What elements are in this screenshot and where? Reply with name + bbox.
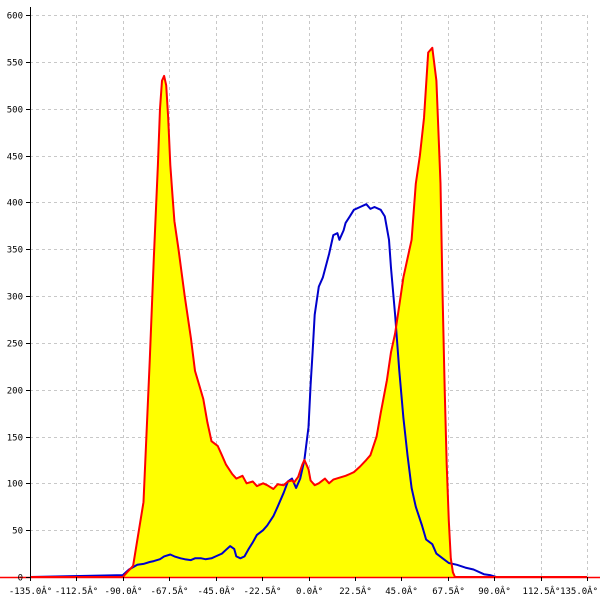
x-tick-label: 67.5Â° xyxy=(432,585,465,597)
y-tick-label: 250 xyxy=(7,340,23,350)
y-tick-label: 600 xyxy=(7,12,23,22)
series-line-2 xyxy=(29,203,587,578)
x-tick-label: 22.5Â° xyxy=(339,585,372,597)
y-tick-label: 0 xyxy=(18,574,23,584)
y-tick-labels: 0 50 100 150 200 250 300 350 400 450 500 550 600 xyxy=(7,12,23,584)
x-tick-label: -112.5Â° xyxy=(55,585,98,597)
y-tick-label: 50 xyxy=(12,527,23,537)
y-tick-label: 100 xyxy=(7,480,23,490)
x-tick-label: -45.0Â° xyxy=(198,585,236,597)
x-tick-labels: -135.0Â° -112.5Â° -90.0Â° -67.5Â° -45.0Â° -22… xyxy=(9,585,598,597)
x-tick-label: -67.5Â° xyxy=(151,585,189,597)
x-tick-label: 135.0Â° xyxy=(560,585,598,597)
y-tick-label: 150 xyxy=(7,434,23,444)
x-tick-label: 90.0Â° xyxy=(478,585,511,597)
y-tick-label: 300 xyxy=(7,293,23,303)
series-lines xyxy=(29,46,587,578)
x-tick-label: -22.5Â° xyxy=(244,585,282,597)
series-area-1 xyxy=(30,47,587,578)
x-tick-label: 45.0Â° xyxy=(385,585,418,597)
x-tick-label: 112.5Â° xyxy=(523,585,561,597)
x-tick-label: -90.0Â° xyxy=(105,585,143,597)
y-tick-label: 400 xyxy=(7,199,23,209)
x-tick-label: -135.0Â° xyxy=(9,585,52,597)
x-tick-label: 0.0Â° xyxy=(296,585,323,597)
y-tick-label: 500 xyxy=(7,106,23,116)
axes xyxy=(0,7,600,581)
y-tick-label: 350 xyxy=(7,246,23,256)
y-tick-label: 450 xyxy=(7,153,23,163)
y-tick-label: 200 xyxy=(7,387,23,397)
series-line-1 xyxy=(30,46,587,578)
y-tick-label: 550 xyxy=(7,59,23,69)
series-areas xyxy=(30,47,587,578)
